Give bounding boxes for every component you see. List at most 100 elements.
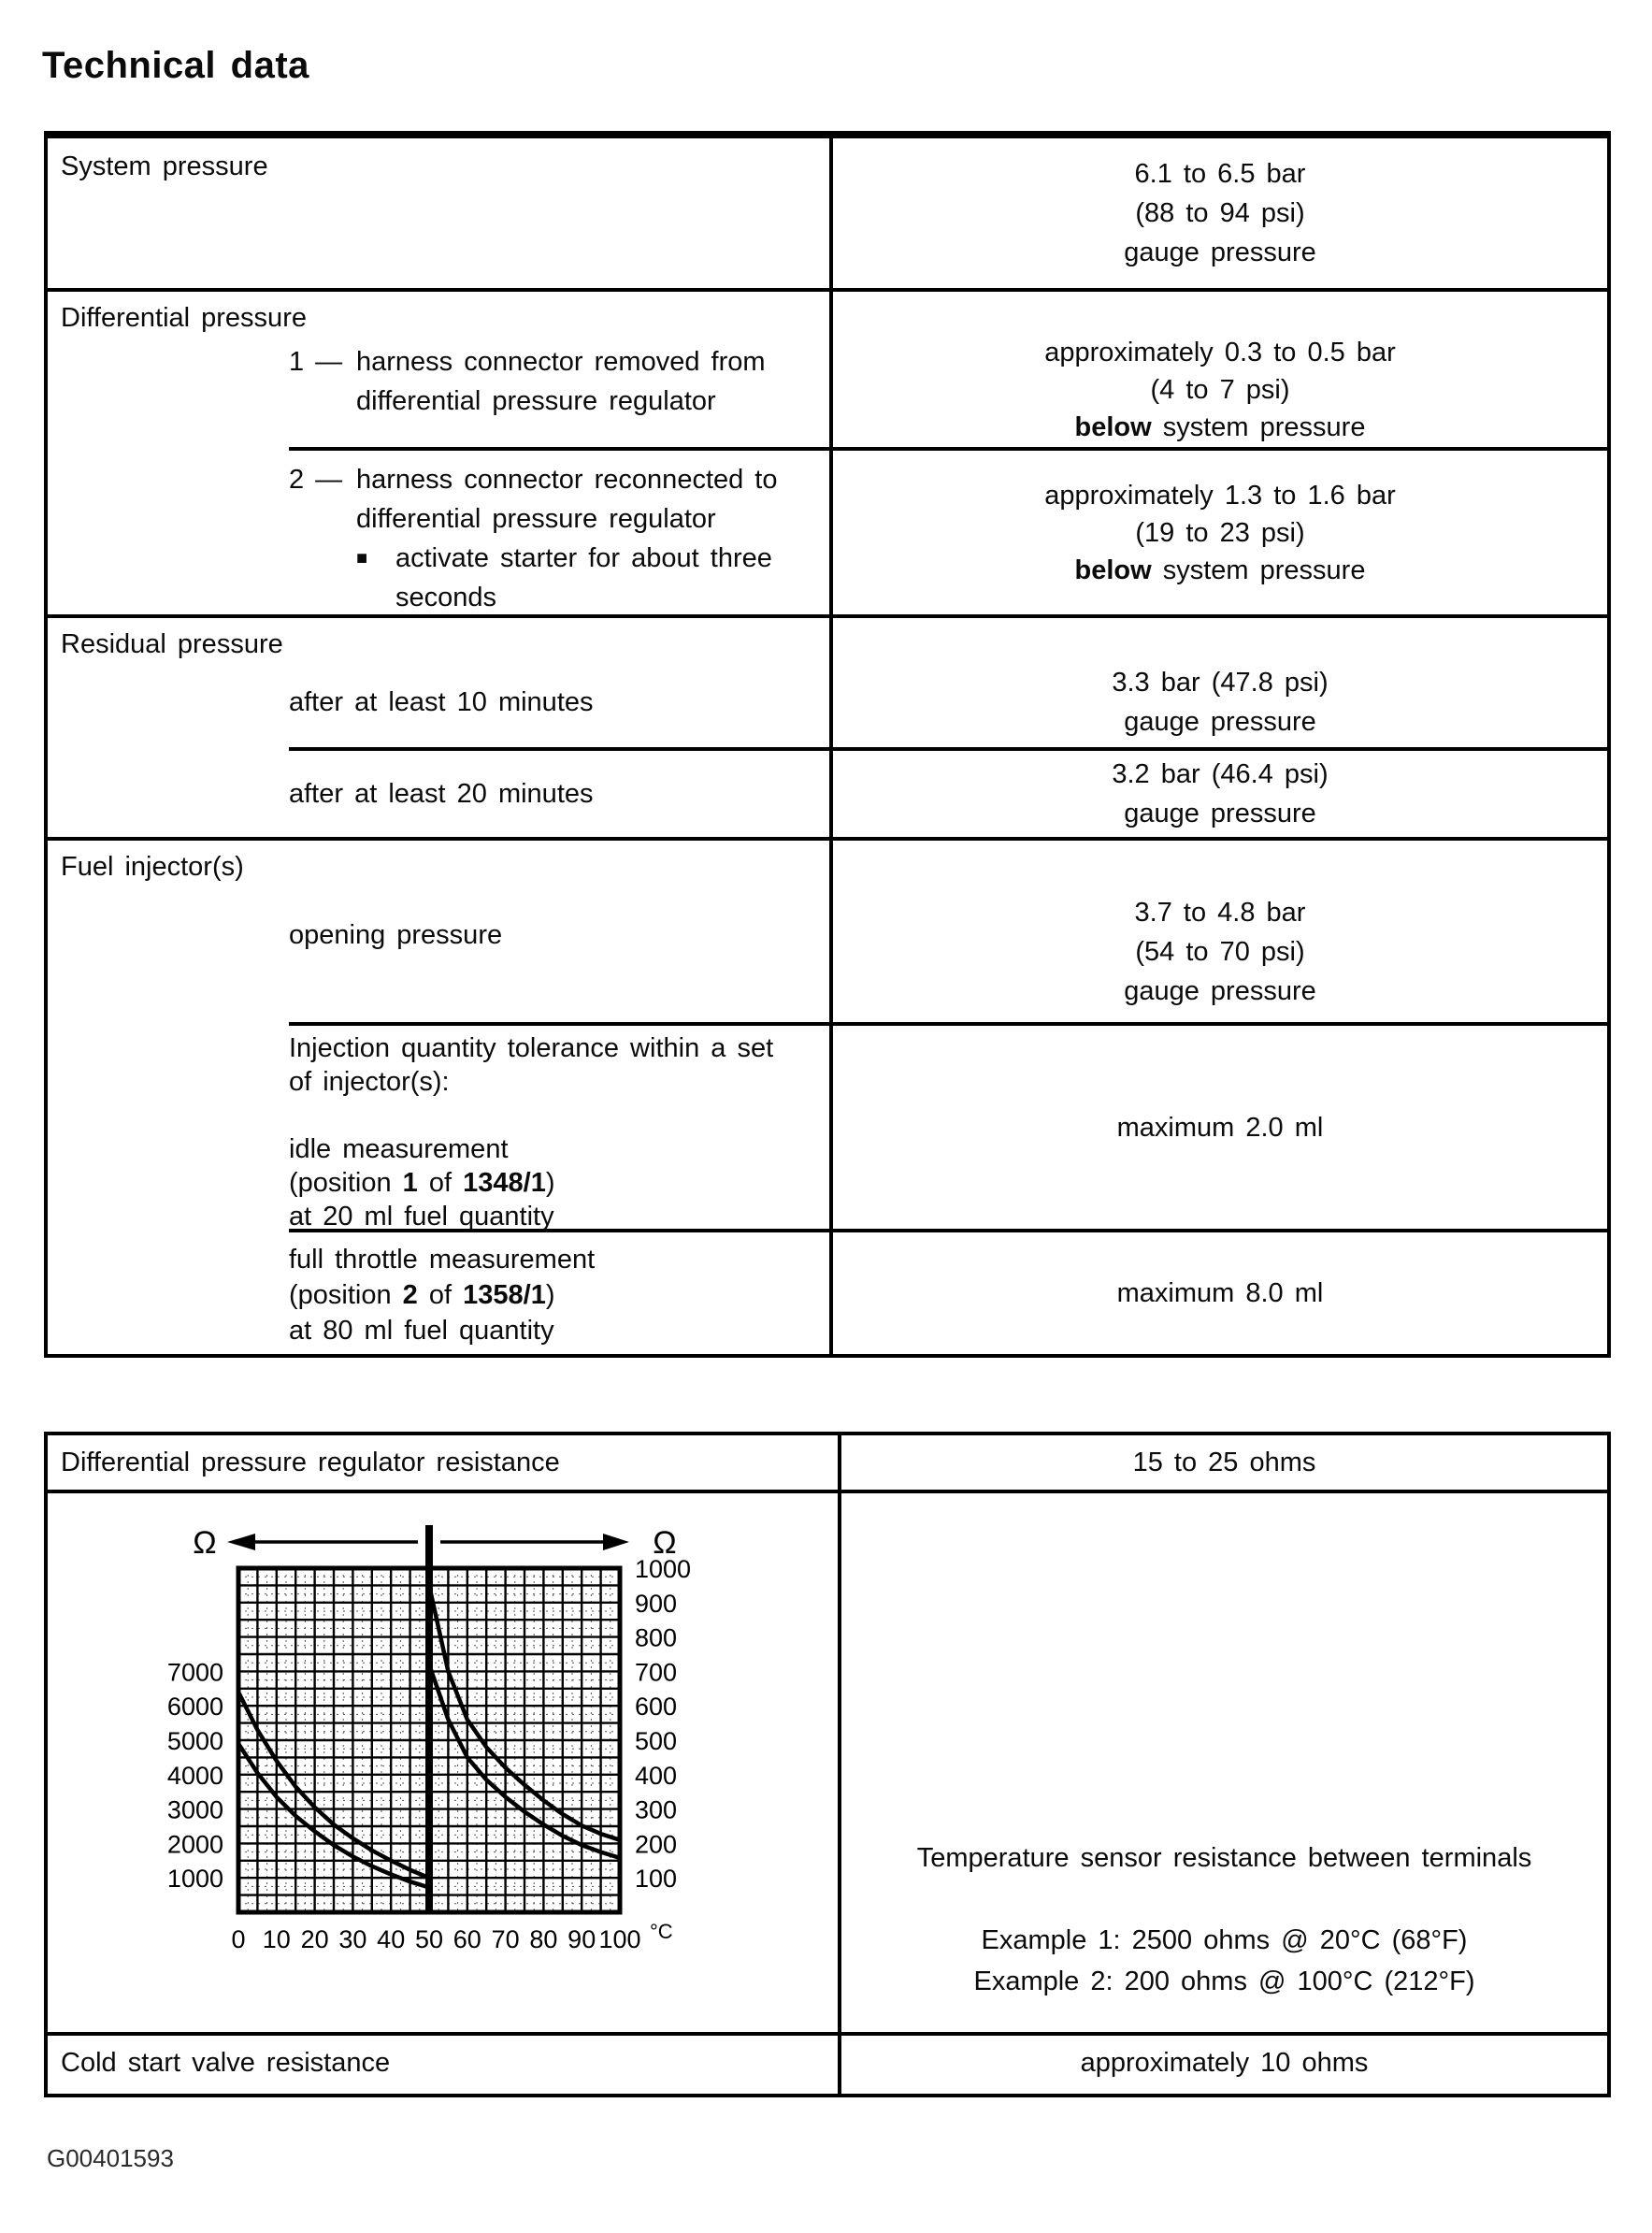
table-row: Injection quantity tolerance within a se… (48, 1026, 1607, 1232)
idle-measurement-value: maximum 2.0 ml (1116, 1112, 1324, 1143)
svg-text:2000: 2000 (167, 1830, 223, 1858)
lower-tolerance-0-50C (236, 1741, 432, 1890)
table-row: Cold start valve resistance approximatel… (48, 2036, 1607, 2090)
svg-text:800: 800 (635, 1624, 677, 1652)
row-label-cell: opening pressure (48, 882, 833, 1022)
row-label-regulator-resistance: Differential pressure regulator resistan… (61, 1447, 560, 1477)
row-value-cell: maximum 2.0 ml (833, 1026, 1607, 1229)
item-number: 2 — (289, 465, 343, 495)
table-row: full throttle measurement (position 2 of … (48, 1232, 1607, 1354)
row-value-cell: 3.7 to 4.8 bar (54 to 70 psi) gauge pres… (833, 882, 1607, 1022)
section-differential-pressure: Differential pressure 1 — harness connec… (48, 288, 1607, 614)
svg-text:°C: °C (650, 1920, 673, 1943)
svg-text:30: 30 (338, 1925, 366, 1953)
svg-text:1000: 1000 (167, 1865, 223, 1893)
item-number: 1 — (289, 347, 343, 377)
full-throttle-measurement-value: maximum 8.0 ml (1116, 1278, 1324, 1308)
item-text: harness connector removed from different… (356, 347, 766, 416)
table-row: after at least 20 minutes 3.2 bar (46.4 … (48, 751, 1607, 837)
svg-text:400: 400 (635, 1762, 677, 1790)
partial-row-divider (289, 747, 1607, 751)
partial-row-divider (289, 447, 1607, 451)
row-divider (48, 1490, 1607, 1493)
residual-pressure-20min: 3.2 bar (46.4 psi) gauge pressure (1112, 759, 1329, 828)
table-row: after at least 10 minutes 3.3 bar (47.8 … (48, 657, 1607, 747)
cold-start-valve-value: approximately 10 ohms (1080, 2047, 1369, 2078)
lower-tolerance-50-100C (426, 1662, 623, 1861)
section-residual-pressure: Residual pressure after at least 10 minu… (48, 614, 1607, 837)
section-label-fuel-injectors: Fuel injector(s) (61, 852, 244, 882)
condition-text: opening pressure (289, 920, 503, 950)
upper-tolerance-0-50C (236, 1690, 432, 1880)
svg-text:3000: 3000 (167, 1796, 223, 1824)
svg-text:Ω: Ω (193, 1525, 216, 1561)
row-value-cell: Temperature sensor resistance between te… (841, 1493, 1607, 2032)
technical-data-table: System pressure 6.1 to 6.5 bar (88 to 94… (44, 131, 1611, 1358)
row-label-cell: Injection quantity tolerance within a se… (48, 1026, 833, 1232)
chart-axis-labels: Ω Ω10002000300040005000600070001002003004… (167, 1525, 691, 1953)
differential-pressure-value-1: approximately 0.3 to 0.5 bar (4 to 7 psi)… (1044, 338, 1396, 442)
row-label-cell: after at least 20 minutes (48, 751, 833, 837)
svg-text:10: 10 (263, 1925, 291, 1953)
svg-text:100: 100 (598, 1925, 640, 1953)
condition-text: after at least 20 minutes (289, 779, 594, 809)
section-fuel-injectors: Fuel injector(s) opening pressure 3.7 to… (48, 837, 1607, 1354)
svg-text:300: 300 (635, 1796, 677, 1824)
row-value-cell: 15 to 25 ohms (841, 1435, 1607, 1490)
row-label-cold-start-valve: Cold start valve resistance (61, 2047, 391, 2078)
table-row: opening pressure 3.7 to 4.8 bar (54 to 7… (48, 882, 1607, 1022)
svg-text:900: 900 (635, 1590, 677, 1618)
svg-text:5000: 5000 (167, 1727, 223, 1755)
row-label-cell: 1 — harness connector removed from diffe… (48, 333, 833, 447)
row-divider (48, 2032, 1607, 2036)
section-system-pressure: System pressure 6.1 to 6.5 bar (88 to 94… (48, 135, 1607, 288)
svg-text:7000: 7000 (167, 1658, 223, 1686)
tolerance-band-curves (236, 1583, 623, 1890)
row-value-cell: approximately 10 ohms (841, 2036, 1607, 2090)
svg-text:500: 500 (635, 1727, 677, 1755)
item-text: harness connector reconnected to differe… (356, 465, 778, 534)
square-bullet-icon: ■ (356, 548, 368, 569)
row-label-cell: full throttle measurement (position 2 of … (48, 1232, 833, 1354)
table-row: System pressure 6.1 to 6.5 bar (88 to 94… (48, 138, 1607, 288)
condition-text: after at least 10 minutes (289, 687, 594, 717)
svg-text:700: 700 (635, 1658, 677, 1686)
svg-text:90: 90 (567, 1925, 596, 1953)
row-label-cell: 2 — harness connector reconnected to dif… (48, 451, 833, 614)
svg-text:70: 70 (492, 1925, 520, 1953)
section-label-differential-pressure: Differential pressure (61, 303, 307, 333)
right-arrowhead-icon (603, 1534, 629, 1550)
partial-row-divider (289, 1229, 1607, 1232)
row-value-cell: 3.3 bar (47.8 psi) gauge pressure (833, 657, 1607, 747)
svg-text:6000: 6000 (167, 1693, 223, 1721)
regulator-resistance-value: 15 to 25 ohms (1132, 1447, 1316, 1477)
svg-text:100: 100 (635, 1865, 677, 1893)
idle-measurement-text: Injection quantity tolerance within a se… (289, 1033, 774, 1232)
row-value-cell: 6.1 to 6.5 bar (88 to 94 psi) gauge pres… (833, 138, 1607, 288)
svg-text:60: 60 (453, 1925, 481, 1953)
row-label-cell: after at least 10 minutes (48, 657, 833, 747)
table1-column-divider (829, 135, 833, 1354)
temperature-sensor-text: Temperature sensor resistance between te… (916, 1843, 1532, 1996)
scale-direction-arrows (227, 1534, 629, 1550)
resistance-table: Differential pressure regulator resistan… (44, 1432, 1611, 2097)
svg-text:Ω: Ω (653, 1525, 676, 1561)
row-value-cell: 3.2 bar (46.4 psi) gauge pressure (833, 751, 1607, 837)
page-title: Technical data (42, 45, 309, 86)
system-pressure-value: 6.1 to 6.5 bar (88 to 94 psi) gauge pres… (1124, 159, 1316, 267)
row-value-cell: approximately 0.3 to 0.5 bar (4 to 7 psi)… (833, 333, 1607, 447)
chart-cell: Ω Ω 1000 2000 3000 4000 5000 6000 7000 100 200 300 4… (48, 1493, 841, 2032)
svg-text:4000: 4000 (167, 1762, 223, 1790)
differential-pressure-value-2: approximately 1.3 to 1.6 bar (19 to 23 ps… (1044, 480, 1396, 585)
opening-pressure-value: 3.7 to 4.8 bar (54 to 70 psi) gauge pres… (1124, 898, 1316, 1006)
svg-text:80: 80 (529, 1925, 557, 1953)
bullet-text: activate starter for about three seconds (395, 543, 772, 612)
svg-text:1000: 1000 (635, 1555, 691, 1583)
section-label-residual-pressure: Residual pressure (61, 629, 283, 659)
temperature-resistance-chart: Ω Ω10002000300040005000600070001002003004… (167, 1525, 691, 1953)
left-arrowhead-icon (227, 1534, 255, 1550)
row-label-system-pressure: System pressure (61, 151, 268, 181)
svg-text:40: 40 (377, 1925, 405, 1953)
row-value-cell: maximum 8.0 ml (833, 1232, 1607, 1354)
